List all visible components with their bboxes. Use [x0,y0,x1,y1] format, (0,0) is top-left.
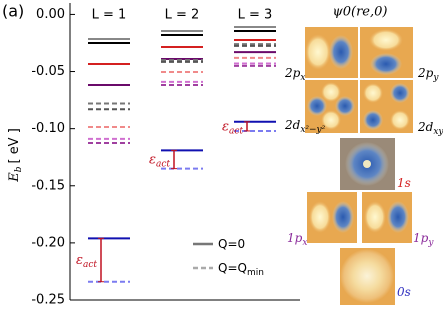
y-tick-label: -0.25 [31,293,65,308]
y-tick-label: -0.05 [31,64,65,79]
legend-label-sub: min [247,268,264,278]
panel-label-main: 2p [284,66,301,80]
panel-label: (a) [2,2,24,21]
y-tick-label: -0.10 [31,121,65,136]
panel-label: 2dx²−y² [284,118,326,135]
panel-2py [360,27,413,78]
gap-label: εact [76,253,97,270]
y-tick-label: -0.15 [31,178,65,193]
panel-label: 1px [287,231,307,248]
inset-images [305,27,413,305]
gap-label-main: ε [149,152,156,167]
panel-1s [340,138,395,190]
panel-2dxy [360,80,413,133]
panel-label-sub: x²−y² [300,125,325,135]
panel-label-main: 1p [413,231,429,245]
panel-label-main: 2d [284,118,301,132]
panel-label: 1s [397,176,411,190]
panel-label-main: 1s [397,176,411,190]
gap-label-sub: act [229,126,243,136]
gap-label-sub: act [83,260,97,270]
legend-label-main: Q=Q [218,261,247,275]
legend-label: Q=Qmin [218,261,264,278]
gap-label-sub: act [156,159,170,169]
panel-label: 2py [417,66,439,83]
legend-label: Q=0 [218,237,245,251]
column-header: L = 1 [92,8,127,23]
y-label-symbol: E [7,172,22,183]
legend-label-main: Q=0 [218,237,245,251]
panel-2dx2y2 [305,80,358,133]
y-tick-label: 0.00 [36,7,65,22]
y-label-unit: [ eV ] [7,128,22,163]
column-header: L = 3 [238,8,273,23]
panel-label: 2px [284,66,305,83]
panel-label: 2dxy [417,120,443,137]
panel-1px [307,192,357,243]
panel-label: 0s [397,285,411,299]
gap-label: εact [222,119,243,136]
column-header: L = 2 [165,8,200,23]
panel-label-sub: xy [433,127,443,137]
panel-label-main: 2d [417,120,434,134]
panel-label-main: 2p [417,66,434,80]
panel-label-main: 1p [287,231,303,245]
panel-label-sub: y [427,238,434,248]
gap-label-main: ε [76,253,83,268]
y-axis-label: Eb [ eV ] [7,128,24,183]
panel-label-main: 0s [397,285,411,299]
panel-label-sub: y [432,73,439,83]
panel-label-sub: x [300,73,305,83]
panel-1py [362,192,412,243]
inset-title: ψ0(re,0) [333,5,388,20]
panel-2px [305,27,358,78]
panel-label-sub: x [302,238,307,248]
panel-0s [340,248,395,305]
panel-label: 1py [413,231,434,248]
y-tick-label: -0.20 [31,235,65,250]
y-label-sub: b [14,166,24,172]
gap-label: εact [149,152,170,169]
gap-label-main: ε [222,119,229,134]
